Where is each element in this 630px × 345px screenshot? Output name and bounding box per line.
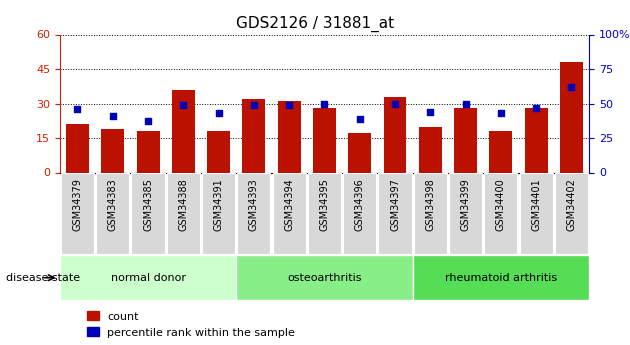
Bar: [348, 134, 371, 172]
Bar: [525, 108, 547, 172]
FancyBboxPatch shape: [202, 173, 235, 255]
Point: [249, 102, 259, 108]
Bar: [172, 90, 195, 172]
Text: GSM34393: GSM34393: [249, 178, 259, 231]
FancyBboxPatch shape: [238, 173, 270, 255]
Bar: [66, 124, 89, 172]
FancyBboxPatch shape: [61, 173, 94, 255]
Point: [143, 119, 153, 124]
FancyBboxPatch shape: [484, 173, 517, 255]
Point: [319, 101, 329, 106]
Text: GSM34401: GSM34401: [531, 178, 541, 231]
FancyBboxPatch shape: [167, 173, 200, 255]
Text: GDS2126 / 31881_at: GDS2126 / 31881_at: [236, 16, 394, 32]
Text: GSM34385: GSM34385: [143, 178, 153, 231]
Bar: [419, 127, 442, 172]
Point: [355, 116, 365, 121]
Text: GSM34398: GSM34398: [425, 178, 435, 231]
Point: [108, 113, 118, 119]
Bar: [454, 108, 477, 172]
Bar: [137, 131, 159, 172]
FancyBboxPatch shape: [520, 173, 553, 255]
Point: [531, 105, 541, 110]
Text: GSM34391: GSM34391: [214, 178, 224, 231]
Point: [178, 102, 188, 108]
Point: [496, 110, 506, 116]
Text: rheumatoid arthritis: rheumatoid arthritis: [445, 273, 557, 283]
FancyBboxPatch shape: [555, 173, 588, 255]
Bar: [243, 99, 265, 172]
Bar: [413, 255, 589, 300]
Bar: [236, 255, 413, 300]
Bar: [560, 62, 583, 172]
Text: GSM34394: GSM34394: [284, 178, 294, 231]
Point: [461, 101, 471, 106]
Point: [425, 109, 435, 115]
Point: [390, 101, 400, 106]
Text: GSM34388: GSM34388: [178, 178, 188, 231]
Text: GSM34395: GSM34395: [319, 178, 329, 231]
FancyBboxPatch shape: [96, 173, 129, 255]
FancyBboxPatch shape: [308, 173, 341, 255]
Point: [72, 106, 83, 112]
Bar: [101, 129, 124, 172]
Text: normal donor: normal donor: [110, 273, 186, 283]
Text: GSM34379: GSM34379: [72, 178, 83, 231]
Legend: count, percentile rank within the sample: count, percentile rank within the sample: [88, 311, 295, 338]
Text: GSM34400: GSM34400: [496, 178, 506, 231]
Bar: [313, 108, 336, 172]
Bar: [384, 97, 406, 172]
FancyBboxPatch shape: [132, 173, 164, 255]
Text: GSM34397: GSM34397: [390, 178, 400, 231]
FancyBboxPatch shape: [273, 173, 306, 255]
Text: GSM34399: GSM34399: [461, 178, 471, 231]
Point: [284, 102, 294, 108]
FancyBboxPatch shape: [379, 173, 411, 255]
Bar: [60, 255, 236, 300]
Text: GSM34402: GSM34402: [566, 178, 576, 231]
Point: [214, 110, 224, 116]
Text: disease state: disease state: [6, 273, 81, 283]
Text: osteoarthritis: osteoarthritis: [287, 273, 362, 283]
Bar: [278, 101, 301, 172]
FancyBboxPatch shape: [343, 173, 376, 255]
Bar: [490, 131, 512, 172]
Bar: [207, 131, 230, 172]
FancyBboxPatch shape: [414, 173, 447, 255]
Text: GSM34383: GSM34383: [108, 178, 118, 231]
Point: [566, 84, 576, 90]
Text: GSM34396: GSM34396: [355, 178, 365, 231]
FancyBboxPatch shape: [449, 173, 482, 255]
